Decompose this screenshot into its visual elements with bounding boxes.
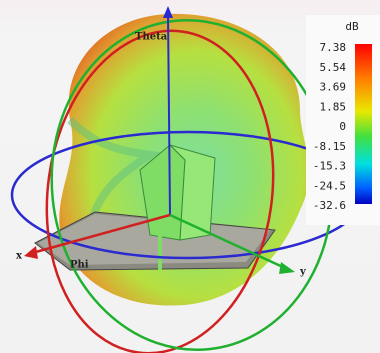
colorbar-label: 5.54 <box>320 61 347 74</box>
colorbar-gradient <box>355 44 372 204</box>
colorbar-unit: dB <box>345 20 359 33</box>
colorbar-label: -15.3 <box>313 160 346 173</box>
theta-label: Theta <box>135 32 168 43</box>
z-arrow <box>163 6 173 18</box>
y-label: y <box>299 267 307 278</box>
y-arrow <box>279 262 295 274</box>
z-axis <box>167 13 171 216</box>
phi-label: Phi <box>70 260 89 271</box>
lobe-shade <box>67 117 162 231</box>
x-arrow <box>24 246 38 259</box>
ground-top <box>38 214 270 265</box>
colorbar-label: 0 <box>339 120 346 133</box>
antenna-fin <box>169 144 216 241</box>
colorbar-label: -32.6 <box>313 199 346 212</box>
colorbar-label: 1.85 <box>320 100 347 113</box>
phi-ring-red <box>45 29 275 353</box>
colorbar-label: -8.15 <box>313 140 346 153</box>
y-axis <box>169 213 286 270</box>
colorbar-label: 7.38 <box>320 41 347 54</box>
colorbar: dB 7.38 5.54 3.69 1.85 0 -8.15 -15.3 -24.5 -32.6 <box>306 15 380 225</box>
x-axis <box>31 213 171 255</box>
colorbar-label: -24.5 <box>313 179 346 192</box>
colorbar-label: 3.69 <box>320 81 347 94</box>
x-label: x <box>16 251 23 262</box>
